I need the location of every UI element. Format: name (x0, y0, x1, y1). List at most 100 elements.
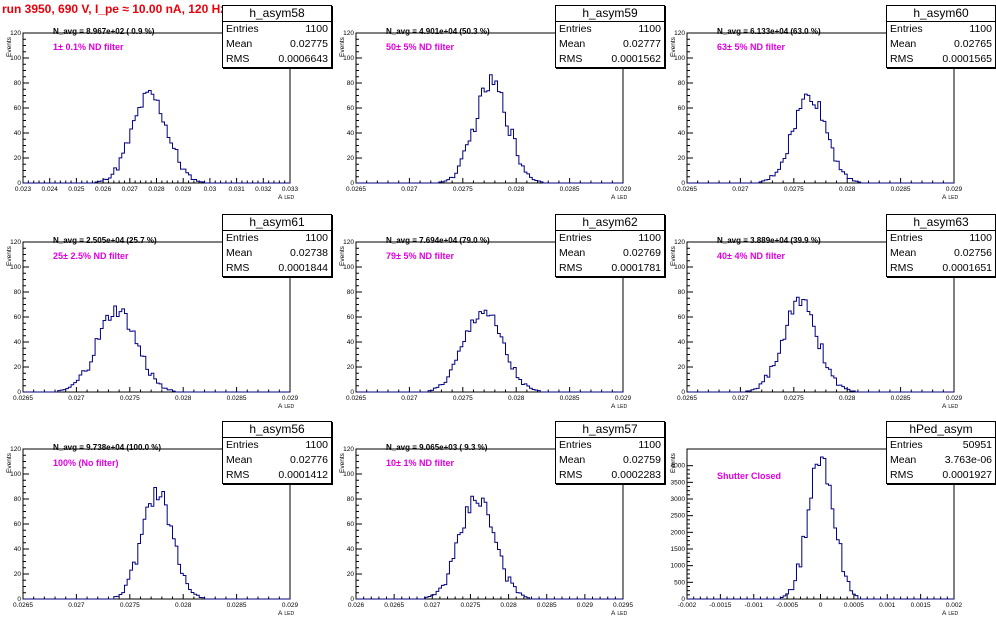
y-axis-label: Events (670, 453, 677, 473)
histogram-panel-h_asym57: 0.026 0.0265 0.027 0.0275 0.028 0.0285 0.029 0.… (333, 421, 665, 636)
stats-title: h_asym63 (887, 215, 995, 231)
stats-value-rms: 0.0001562 (611, 53, 661, 65)
histogram-series-h_asym57 (356, 495, 623, 600)
x-tick-label: 0.0275 (784, 186, 804, 193)
stats-row-rms: RMS 0.0001651 (887, 261, 995, 276)
stats-row-entries: Entries 1100 (556, 438, 664, 453)
stats-row-entries: Entries 1100 (887, 22, 995, 37)
y-tick-label: 1500 (671, 546, 686, 553)
x-axis-label: A LED (942, 403, 958, 410)
x-tick-label: 0.0265 (13, 602, 33, 609)
stats-row-entries: Entries 1100 (556, 231, 664, 246)
stats-row-rms: RMS 0.0001565 (887, 52, 995, 67)
y-tick-label: 0 (350, 180, 354, 187)
stats-value-mean: 0.02738 (290, 247, 328, 259)
x-axis-label-subscript: LED (284, 404, 295, 410)
stats-title: hPed_asym (887, 422, 995, 438)
x-axis-label: A LED (278, 194, 294, 201)
stats-row-entries: Entries 1100 (223, 22, 331, 37)
run-title: run 3950, 690 V, I_pe ≈ 10.00 nA, 120 Hz (2, 2, 227, 16)
stats-value-entries: 1100 (638, 23, 661, 35)
x-axis-label-main: A (611, 610, 616, 617)
x-tick-label: 0.001 (879, 602, 896, 609)
y-tick-label: 40 (347, 546, 355, 553)
stats-value-entries: 1100 (305, 439, 328, 451)
stats-value-mean: 0.02776 (290, 454, 328, 466)
y-tick-label: 120 (343, 30, 354, 37)
stats-row-mean: Mean 0.02756 (887, 246, 995, 261)
y-tick-label: 120 (10, 239, 21, 246)
y-tick-label: 20 (678, 155, 686, 162)
x-tick-label: 0.0285 (560, 186, 580, 193)
histogram-panel-hPed_asym: -0.002 -0.0015 -0.001 -0.0005 0 0.0005 0.001 0.… (664, 421, 996, 636)
x-tick-label: 0.027 (424, 602, 441, 609)
x-tick-label: 0.0295 (613, 602, 633, 609)
y-tick-label: 0 (350, 596, 354, 603)
y-tick-label: 40 (678, 130, 686, 137)
x-axis-label-subscript: LED (948, 611, 959, 617)
stats-title: h_asym57 (556, 422, 664, 438)
x-tick-label: 0.031 (228, 186, 245, 193)
stats-title: h_asym60 (887, 6, 995, 22)
histogram-svg: 0.0265 0.027 0.0275 0.028 0.0285 0.029 0 20 40 60… (10, 446, 298, 609)
x-tick-label: 0.033 (282, 186, 299, 193)
x-tick-label: 0.028 (175, 602, 192, 609)
stats-value-mean: 0.02777 (623, 38, 661, 50)
stats-box: h_asym58 Entries 1100 Mean 0.02775 RMS 0.00066… (222, 5, 332, 68)
stats-value-mean: 0.02769 (623, 247, 661, 259)
stats-label-entries: Entries (559, 439, 592, 451)
x-tick-label: 0.029 (282, 395, 299, 402)
x-axis-label: A LED (611, 194, 627, 201)
x-tick-label: 0.025 (68, 186, 85, 193)
y-tick-label: 120 (674, 30, 685, 37)
x-axis-label-subscript: LED (284, 195, 295, 201)
x-tick-label: 0.028 (839, 186, 856, 193)
y-tick-label: 2000 (671, 529, 686, 536)
stats-label-rms: RMS (559, 53, 583, 65)
stats-label-mean: Mean (226, 454, 253, 466)
stats-value-entries: 50951 (962, 439, 992, 451)
x-tick-label: 0.0275 (453, 186, 473, 193)
n-avg-label: N_avg = 2.505e+04 (25.7 %) (53, 236, 157, 245)
x-tick-label: 0.027 (732, 395, 749, 402)
x-tick-label: 0.0265 (346, 186, 366, 193)
stats-row-rms: RMS 0.0001927 (887, 468, 995, 483)
stats-title: h_asym62 (556, 215, 664, 231)
stats-row-rms: RMS 0.0006643 (223, 52, 331, 67)
x-tick-label: 0.0275 (784, 395, 804, 402)
x-tick-label: 0.0265 (677, 186, 697, 193)
y-tick-label: 20 (14, 364, 22, 371)
n-avg-label: N_avg = 9.738e+04 (100.0 %) (53, 443, 162, 452)
y-axis-label: Events (339, 246, 346, 266)
y-tick-label: 100 (10, 264, 21, 271)
filter-label: 63± 5% ND filter (717, 42, 785, 52)
y-tick-label: 60 (14, 105, 22, 112)
stats-row-rms: RMS 0.0002283 (556, 468, 664, 483)
x-tick-label: 0.0275 (120, 602, 140, 609)
stats-label-mean: Mean (226, 247, 253, 259)
x-tick-label: 0.0285 (560, 395, 580, 402)
x-axis-label: A LED (942, 194, 958, 201)
x-tick-label: 0.028 (148, 186, 165, 193)
n-avg-label: N_avg = 6.133e+04 (63.0 %) (717, 27, 821, 36)
y-tick-label: 80 (14, 289, 22, 296)
stats-title: h_asym56 (223, 422, 331, 438)
x-tick-label: 0.0275 (460, 602, 480, 609)
x-tick-label: 0.0275 (453, 395, 473, 402)
stats-value-entries: 1100 (638, 232, 661, 244)
histogram-svg: 0.0265 0.027 0.0275 0.028 0.0285 0.029 0 20 40 60… (343, 239, 631, 402)
histogram-panel-h_asym62: 0.0265 0.027 0.0275 0.028 0.0285 0.029 0 20 40 60… (333, 214, 665, 429)
stats-label-entries: Entries (226, 439, 259, 451)
stats-title: h_asym61 (223, 215, 331, 231)
y-tick-label: 60 (347, 314, 355, 321)
x-axis-label-main: A (942, 403, 947, 410)
stats-box: hPed_asym Entries 50951 Mean 3.763e-06 RMS 0.0… (886, 421, 996, 484)
stats-label-mean: Mean (890, 247, 917, 259)
stats-row-entries: Entries 1100 (223, 231, 331, 246)
stats-label-rms: RMS (890, 53, 914, 65)
stats-value-mean: 0.02756 (954, 247, 992, 259)
y-tick-label: 2500 (671, 513, 686, 520)
y-tick-label: 120 (10, 30, 21, 37)
stats-label-entries: Entries (890, 23, 923, 35)
x-axis-label-main: A (611, 194, 616, 201)
